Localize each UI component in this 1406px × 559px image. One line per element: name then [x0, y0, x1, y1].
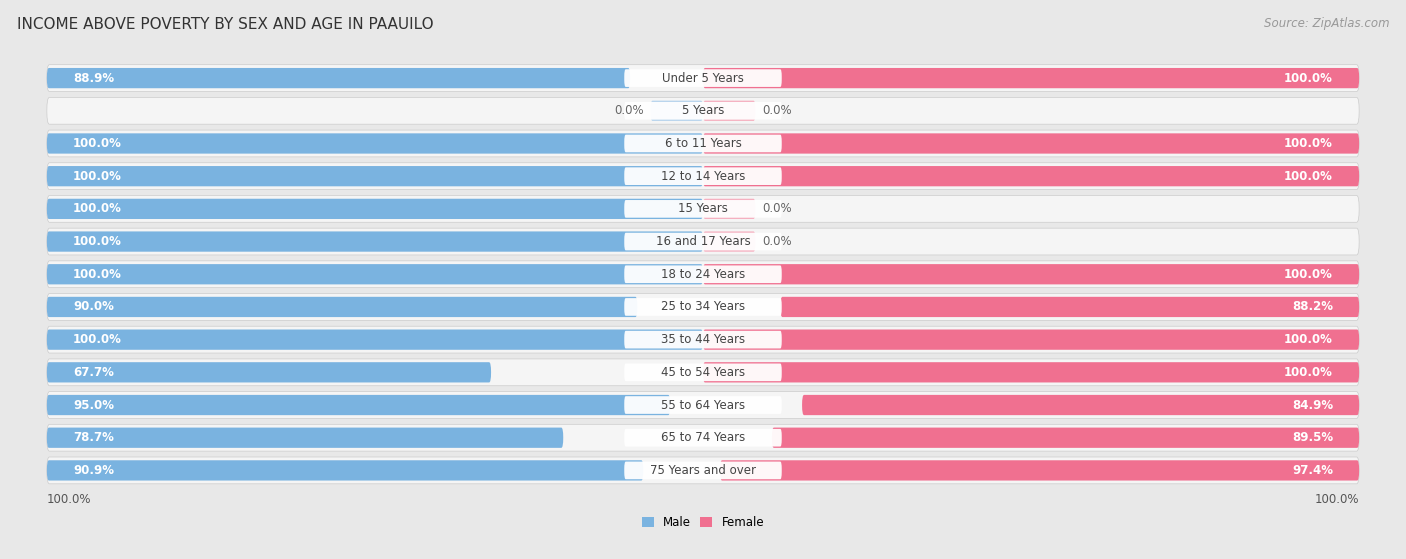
Text: 90.9%: 90.9%: [73, 464, 114, 477]
Text: 65 to 74 Years: 65 to 74 Years: [661, 431, 745, 444]
FancyBboxPatch shape: [624, 363, 782, 381]
Text: 0.0%: 0.0%: [614, 105, 644, 117]
FancyBboxPatch shape: [703, 362, 1360, 382]
Text: 35 to 44 Years: 35 to 44 Years: [661, 333, 745, 346]
FancyBboxPatch shape: [46, 359, 1360, 386]
FancyBboxPatch shape: [46, 134, 703, 154]
FancyBboxPatch shape: [624, 462, 782, 479]
Text: 75 Years and over: 75 Years and over: [650, 464, 756, 477]
FancyBboxPatch shape: [46, 166, 703, 186]
FancyBboxPatch shape: [703, 329, 1360, 350]
FancyBboxPatch shape: [703, 68, 1360, 88]
FancyBboxPatch shape: [624, 102, 782, 120]
FancyBboxPatch shape: [780, 297, 1360, 317]
FancyBboxPatch shape: [624, 331, 782, 348]
Text: 55 to 64 Years: 55 to 64 Years: [661, 399, 745, 411]
FancyBboxPatch shape: [46, 457, 1360, 484]
FancyBboxPatch shape: [46, 293, 1360, 320]
FancyBboxPatch shape: [624, 69, 782, 87]
Text: 25 to 34 Years: 25 to 34 Years: [661, 300, 745, 314]
Text: 100.0%: 100.0%: [1284, 366, 1333, 379]
Text: 100.0%: 100.0%: [1284, 333, 1333, 346]
Text: 100.0%: 100.0%: [73, 333, 122, 346]
FancyBboxPatch shape: [703, 199, 755, 219]
Text: 18 to 24 Years: 18 to 24 Years: [661, 268, 745, 281]
FancyBboxPatch shape: [720, 460, 1360, 481]
Text: 0.0%: 0.0%: [762, 202, 792, 215]
Text: 12 to 14 Years: 12 to 14 Years: [661, 170, 745, 183]
FancyBboxPatch shape: [46, 97, 1360, 124]
FancyBboxPatch shape: [46, 65, 1360, 92]
Text: Under 5 Years: Under 5 Years: [662, 72, 744, 84]
Text: 100.0%: 100.0%: [73, 170, 122, 183]
FancyBboxPatch shape: [624, 233, 782, 250]
FancyBboxPatch shape: [801, 395, 1360, 415]
FancyBboxPatch shape: [624, 266, 782, 283]
FancyBboxPatch shape: [772, 428, 1360, 448]
Text: 100.0%: 100.0%: [1284, 72, 1333, 84]
FancyBboxPatch shape: [46, 261, 1360, 288]
Text: 78.7%: 78.7%: [73, 431, 114, 444]
FancyBboxPatch shape: [624, 298, 782, 316]
Text: 88.2%: 88.2%: [1292, 300, 1333, 314]
Text: 88.9%: 88.9%: [73, 72, 114, 84]
FancyBboxPatch shape: [46, 326, 1360, 353]
FancyBboxPatch shape: [703, 166, 1360, 186]
Text: 97.4%: 97.4%: [1292, 464, 1333, 477]
FancyBboxPatch shape: [46, 297, 637, 317]
FancyBboxPatch shape: [624, 135, 782, 152]
Text: 100.0%: 100.0%: [73, 137, 122, 150]
Text: 100.0%: 100.0%: [1284, 170, 1333, 183]
Text: 16 and 17 Years: 16 and 17 Years: [655, 235, 751, 248]
Text: 100.0%: 100.0%: [1315, 494, 1360, 506]
FancyBboxPatch shape: [46, 196, 1360, 222]
FancyBboxPatch shape: [46, 392, 1360, 419]
Text: 89.5%: 89.5%: [1292, 431, 1333, 444]
Text: 100.0%: 100.0%: [1284, 137, 1333, 150]
Text: 100.0%: 100.0%: [73, 202, 122, 215]
FancyBboxPatch shape: [46, 424, 1360, 451]
FancyBboxPatch shape: [46, 130, 1360, 157]
FancyBboxPatch shape: [46, 264, 703, 285]
Text: INCOME ABOVE POVERTY BY SEX AND AGE IN PAAUILO: INCOME ABOVE POVERTY BY SEX AND AGE IN P…: [17, 17, 433, 32]
Text: 0.0%: 0.0%: [762, 235, 792, 248]
Legend: Male, Female: Male, Female: [637, 511, 769, 533]
FancyBboxPatch shape: [703, 231, 755, 252]
FancyBboxPatch shape: [46, 231, 703, 252]
FancyBboxPatch shape: [46, 163, 1360, 190]
Text: 84.9%: 84.9%: [1292, 399, 1333, 411]
FancyBboxPatch shape: [46, 329, 703, 350]
Text: 67.7%: 67.7%: [73, 366, 114, 379]
FancyBboxPatch shape: [46, 362, 491, 382]
FancyBboxPatch shape: [46, 428, 564, 448]
Text: 95.0%: 95.0%: [73, 399, 114, 411]
FancyBboxPatch shape: [46, 395, 671, 415]
FancyBboxPatch shape: [46, 228, 1360, 255]
Text: 100.0%: 100.0%: [1284, 268, 1333, 281]
FancyBboxPatch shape: [703, 101, 755, 121]
Text: 5 Years: 5 Years: [682, 105, 724, 117]
Text: 90.0%: 90.0%: [73, 300, 114, 314]
Text: Source: ZipAtlas.com: Source: ZipAtlas.com: [1264, 17, 1389, 30]
FancyBboxPatch shape: [703, 134, 1360, 154]
Text: 6 to 11 Years: 6 to 11 Years: [665, 137, 741, 150]
Text: 100.0%: 100.0%: [46, 494, 91, 506]
FancyBboxPatch shape: [624, 396, 782, 414]
FancyBboxPatch shape: [46, 68, 630, 88]
FancyBboxPatch shape: [624, 429, 782, 447]
FancyBboxPatch shape: [624, 200, 782, 217]
FancyBboxPatch shape: [46, 460, 644, 481]
FancyBboxPatch shape: [624, 167, 782, 185]
Text: 45 to 54 Years: 45 to 54 Years: [661, 366, 745, 379]
Text: 0.0%: 0.0%: [762, 105, 792, 117]
Text: 100.0%: 100.0%: [73, 268, 122, 281]
Text: 100.0%: 100.0%: [73, 235, 122, 248]
FancyBboxPatch shape: [703, 264, 1360, 285]
FancyBboxPatch shape: [651, 101, 703, 121]
Text: 15 Years: 15 Years: [678, 202, 728, 215]
FancyBboxPatch shape: [46, 199, 703, 219]
